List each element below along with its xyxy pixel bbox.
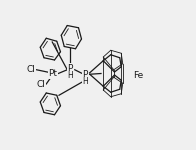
Text: H: H <box>82 77 88 86</box>
Text: Pt: Pt <box>48 69 57 78</box>
Text: Fe: Fe <box>133 70 144 80</box>
Text: P: P <box>83 70 88 79</box>
Text: H: H <box>67 71 73 80</box>
Text: Cl: Cl <box>37 80 45 89</box>
Text: P: P <box>68 64 73 73</box>
Text: Cl: Cl <box>27 65 36 74</box>
